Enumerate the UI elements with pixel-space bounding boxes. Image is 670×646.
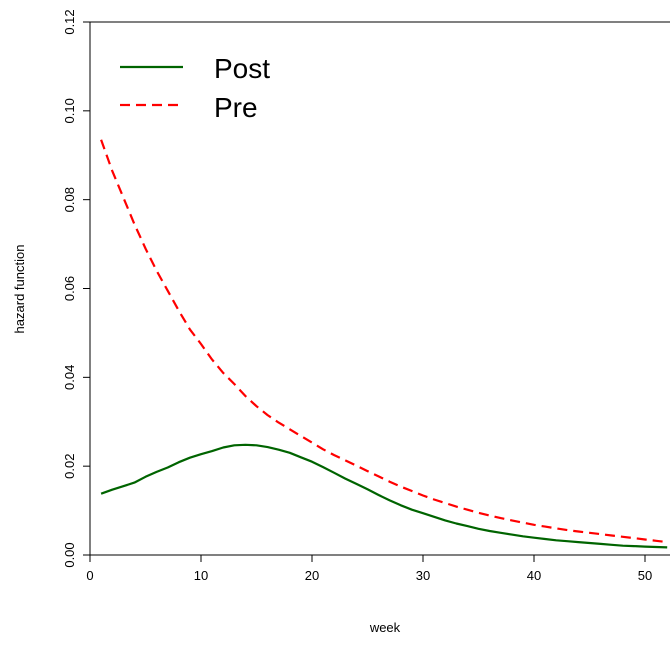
y-tick-label: 0.12 [62,9,77,34]
y-tick-label: 0.06 [62,276,77,301]
x-tick-label: 50 [638,568,652,583]
y-tick-label: 0.08 [62,187,77,212]
series-line-pre [100,139,668,544]
y-tick-label: 0.02 [62,454,77,479]
x-tick-label: 10 [194,568,208,583]
legend-label-post: Post [214,53,270,84]
x-tick-label: 30 [416,568,430,583]
x-tick-label: 20 [305,568,319,583]
series-line-post [100,443,668,549]
x-tick-label: 40 [527,568,541,583]
axes [89,21,670,556]
series [100,139,668,549]
x-axis-title: week [369,620,401,635]
legend-label-pre: Pre [214,92,258,123]
y-axis-title: hazard function [12,245,27,334]
ticks: 0 10 20 30 40 50 0.00 0.02 0.04 0.06 0.08 0.10 0.12 [62,9,652,583]
y-tick-label: 0.10 [62,98,77,123]
legend: Post Pre [120,53,270,123]
y-tick-label: 0.04 [62,365,77,390]
y-tick-label: 0.00 [62,542,77,567]
x-tick-label: 0 [86,568,93,583]
